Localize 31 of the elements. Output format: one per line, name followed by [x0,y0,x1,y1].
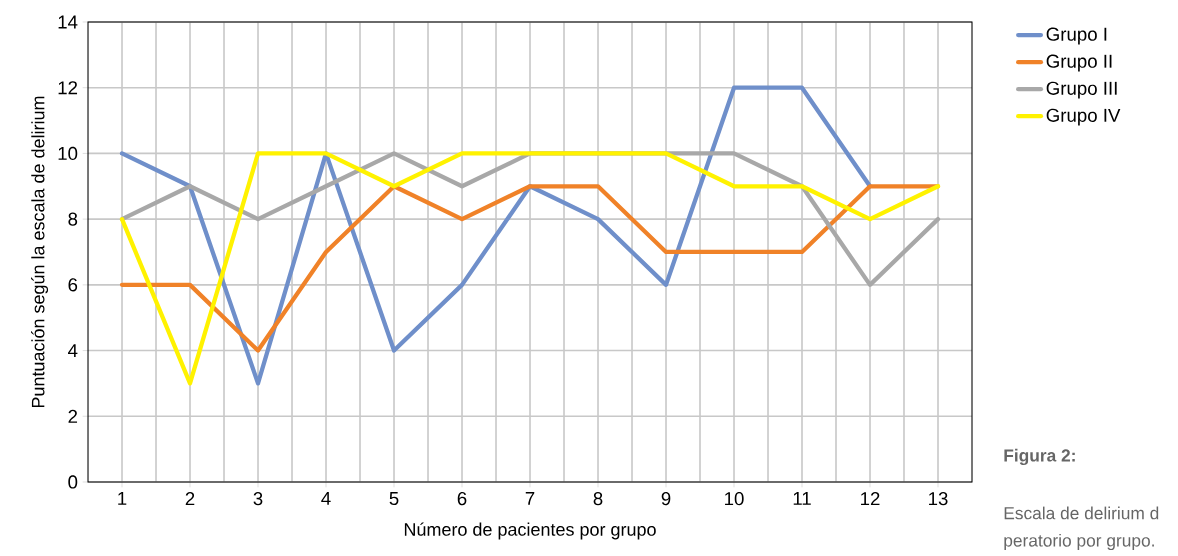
legend-label: Grupo II [1046,54,1112,72]
y-tick-label: 14 [58,15,78,29]
x-tick-label: 5 [389,492,399,506]
y-tick-label: 4 [68,344,78,357]
y-tick-label: 8 [68,212,78,226]
x-tick-label: 7 [525,492,535,505]
x-tick-label: 13 [929,492,948,506]
legend-label: Grupo IV [1046,108,1121,126]
y-tick-label: 10 [58,146,78,161]
legend-label: Grupo III [1046,81,1117,99]
y-tick-label: 12 [58,81,78,95]
x-tick-label: 6 [457,492,467,506]
text: peratorio por grupo. [1004,533,1154,551]
text: Figura 2: [1004,448,1075,466]
x-tick-label: 9 [661,492,671,506]
x-tick-label: 8 [593,492,603,506]
y-tick-label: 0 [68,475,78,489]
x-tick-label: 2 [185,492,195,506]
x-tick-label: 3 [253,492,263,506]
x-tick-label: 1 [118,492,127,505]
x-tick-label: 10 [725,492,744,506]
x-tick-label: 12 [861,492,880,506]
x-axis-title: Número de pacientes por grupo [404,522,656,540]
x-tick-label: 4 [321,492,331,505]
line-series [119,85,873,386]
y-tick-label: 2 [68,409,78,423]
legend-label: Grupo I [1046,27,1107,45]
x-tick-label: 11 [793,492,811,505]
y-tick-label: 6 [68,278,78,292]
text: Escala de delirium d [1004,506,1159,520]
y-axis-title: Puntuación según la escala de delirium [31,96,49,408]
